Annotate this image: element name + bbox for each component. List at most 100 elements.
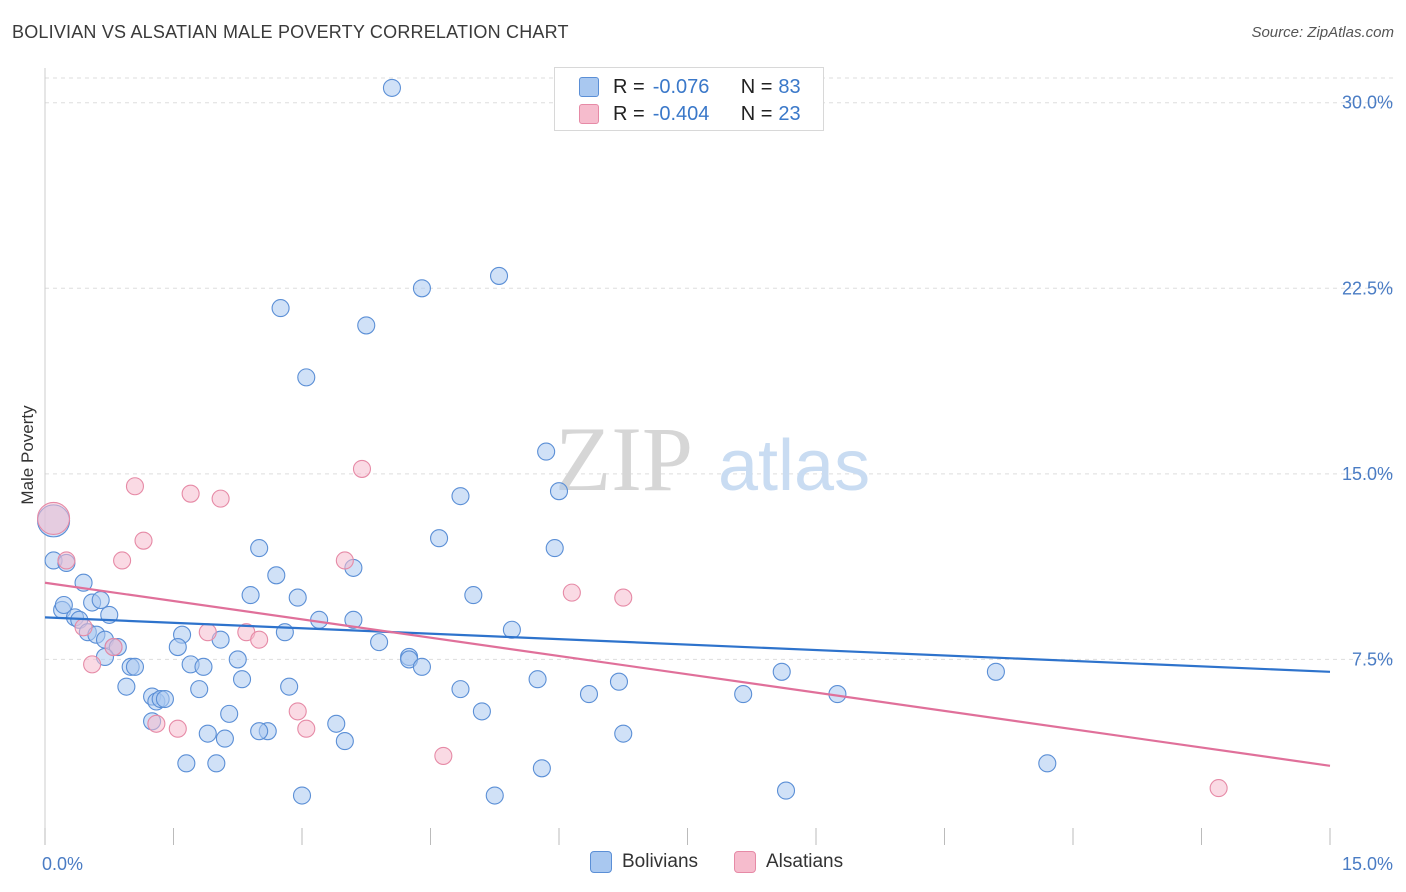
alsatian-point: [37, 501, 71, 535]
bolivian-point: [532, 759, 551, 778]
bolivian-point: [288, 588, 307, 607]
legend-row-bolivians: R = -0.076 N = 83: [579, 74, 801, 100]
bolivian-point: [194, 657, 213, 676]
bolivian-point: [228, 650, 247, 669]
bolivian-point: [545, 539, 564, 558]
bolivian-trend-line: [44, 616, 1331, 673]
bolivian-point: [451, 680, 470, 699]
legend-swatch-alsatians: [734, 851, 756, 873]
x-tick-label: 15.0%: [1342, 854, 1393, 874]
alsatian-point: [614, 588, 633, 607]
alsatian-point: [74, 618, 93, 637]
watermark-atlas: atlas: [718, 426, 870, 506]
legend-r-label: R =: [613, 75, 645, 98]
alsatian-point: [198, 623, 217, 642]
legend-r-value: -0.404: [652, 102, 710, 125]
x-tick-label: 0.0%: [42, 854, 83, 874]
legend-n-value: 83: [778, 75, 801, 98]
bolivian-point: [485, 786, 504, 805]
bolivian-point: [327, 714, 346, 733]
bolivian-point: [537, 442, 556, 461]
alsatian-point: [1209, 779, 1228, 798]
bolivian-point: [215, 729, 234, 748]
bolivian-point: [772, 662, 791, 681]
legend-item-bolivians[interactable]: Bolivians: [590, 851, 698, 873]
alsatian-point: [352, 459, 372, 478]
bolivian-point: [412, 657, 431, 676]
alsatian-point: [113, 551, 132, 570]
alsatian-point: [104, 638, 123, 657]
bolivian-point: [267, 566, 286, 585]
bolivian-point: [464, 586, 483, 605]
alsatian-point: [434, 746, 453, 765]
legend-item-alsatians[interactable]: Alsatians: [734, 851, 843, 873]
tick-labels: 7.5% 15.0% 22.5% 30.0% 0.0% 15.0%: [42, 93, 1393, 874]
bolivian-point: [297, 368, 316, 387]
bolivian-point: [91, 591, 110, 610]
bolivian-point: [579, 685, 599, 704]
alsatian-point: [134, 531, 153, 550]
bolivian-point: [190, 680, 209, 699]
legend-n-label: N =: [740, 75, 773, 98]
bolivian-point: [609, 672, 629, 691]
chart-title: BOLIVIAN VS ALSATIAN MALE POVERTY CORREL…: [12, 22, 569, 42]
data-points: [37, 78, 1228, 805]
axes: [44, 68, 1331, 845]
legend-row-alsatians: R = -0.404 N = 23: [579, 101, 801, 127]
bolivian-point: [502, 620, 521, 639]
trend-lines: [44, 581, 1331, 767]
bolivian-point: [271, 299, 290, 318]
source-label: Source: ZipAtlas.com: [1251, 24, 1394, 41]
bolivian-point: [370, 633, 389, 652]
alsatian-point: [288, 702, 307, 721]
y-tick-label: 7.5%: [1352, 649, 1393, 669]
bolivian-point: [168, 638, 187, 657]
legend-n-label: N =: [740, 102, 773, 125]
alsatian-point: [125, 477, 144, 496]
legend-swatch-bolivians: [590, 851, 612, 873]
alsatian-trend-line: [44, 581, 1331, 767]
grid: [45, 77, 1393, 660]
alsatian-point: [562, 583, 581, 602]
alsatian-point: [147, 714, 166, 733]
bolivian-point: [250, 539, 269, 558]
series-legend: Bolivians Alsatians: [0, 851, 1406, 879]
bolivian-point: [54, 595, 73, 615]
bolivian-point: [207, 754, 226, 773]
legend-label-alsatians: Alsatians: [766, 851, 844, 872]
bolivian-point: [1038, 754, 1057, 773]
alsatian-point: [181, 484, 200, 503]
stats-legend: R = -0.076 N = 83 R = -0.404 N = 23: [554, 67, 824, 131]
bolivian-point: [528, 670, 547, 689]
bolivian-point: [117, 677, 136, 696]
bolivian-point: [335, 732, 354, 751]
bolivian-point: [489, 266, 509, 285]
alsatian-point: [250, 630, 269, 649]
bolivian-point: [412, 279, 431, 298]
legend-swatch-alsatians: [579, 104, 599, 124]
bolivian-point: [250, 722, 269, 741]
bolivian-point: [220, 704, 239, 723]
bolivian-point: [986, 662, 1005, 681]
y-axis-label: Male Poverty: [18, 405, 37, 505]
bolivian-point: [280, 677, 299, 696]
bolivian-point: [292, 786, 312, 805]
bolivian-point: [382, 78, 402, 97]
alsatian-point: [83, 655, 102, 674]
bolivian-point: [734, 685, 753, 704]
bolivian-point: [776, 781, 796, 800]
bolivian-point: [155, 689, 174, 709]
bolivian-point: [614, 724, 633, 743]
alsatian-point: [211, 489, 230, 508]
bolivian-point: [344, 610, 363, 629]
bolivian-point: [198, 724, 217, 743]
legend-swatch-bolivians: [579, 77, 599, 97]
bolivian-point: [177, 754, 196, 773]
bolivian-point: [232, 670, 252, 689]
legend-n-value: 23: [778, 102, 801, 125]
bolivian-point: [430, 529, 449, 548]
legend-r-value: -0.076: [652, 75, 710, 98]
y-tick-label: 30.0%: [1342, 93, 1393, 113]
y-tick-label: 15.0%: [1342, 464, 1393, 484]
